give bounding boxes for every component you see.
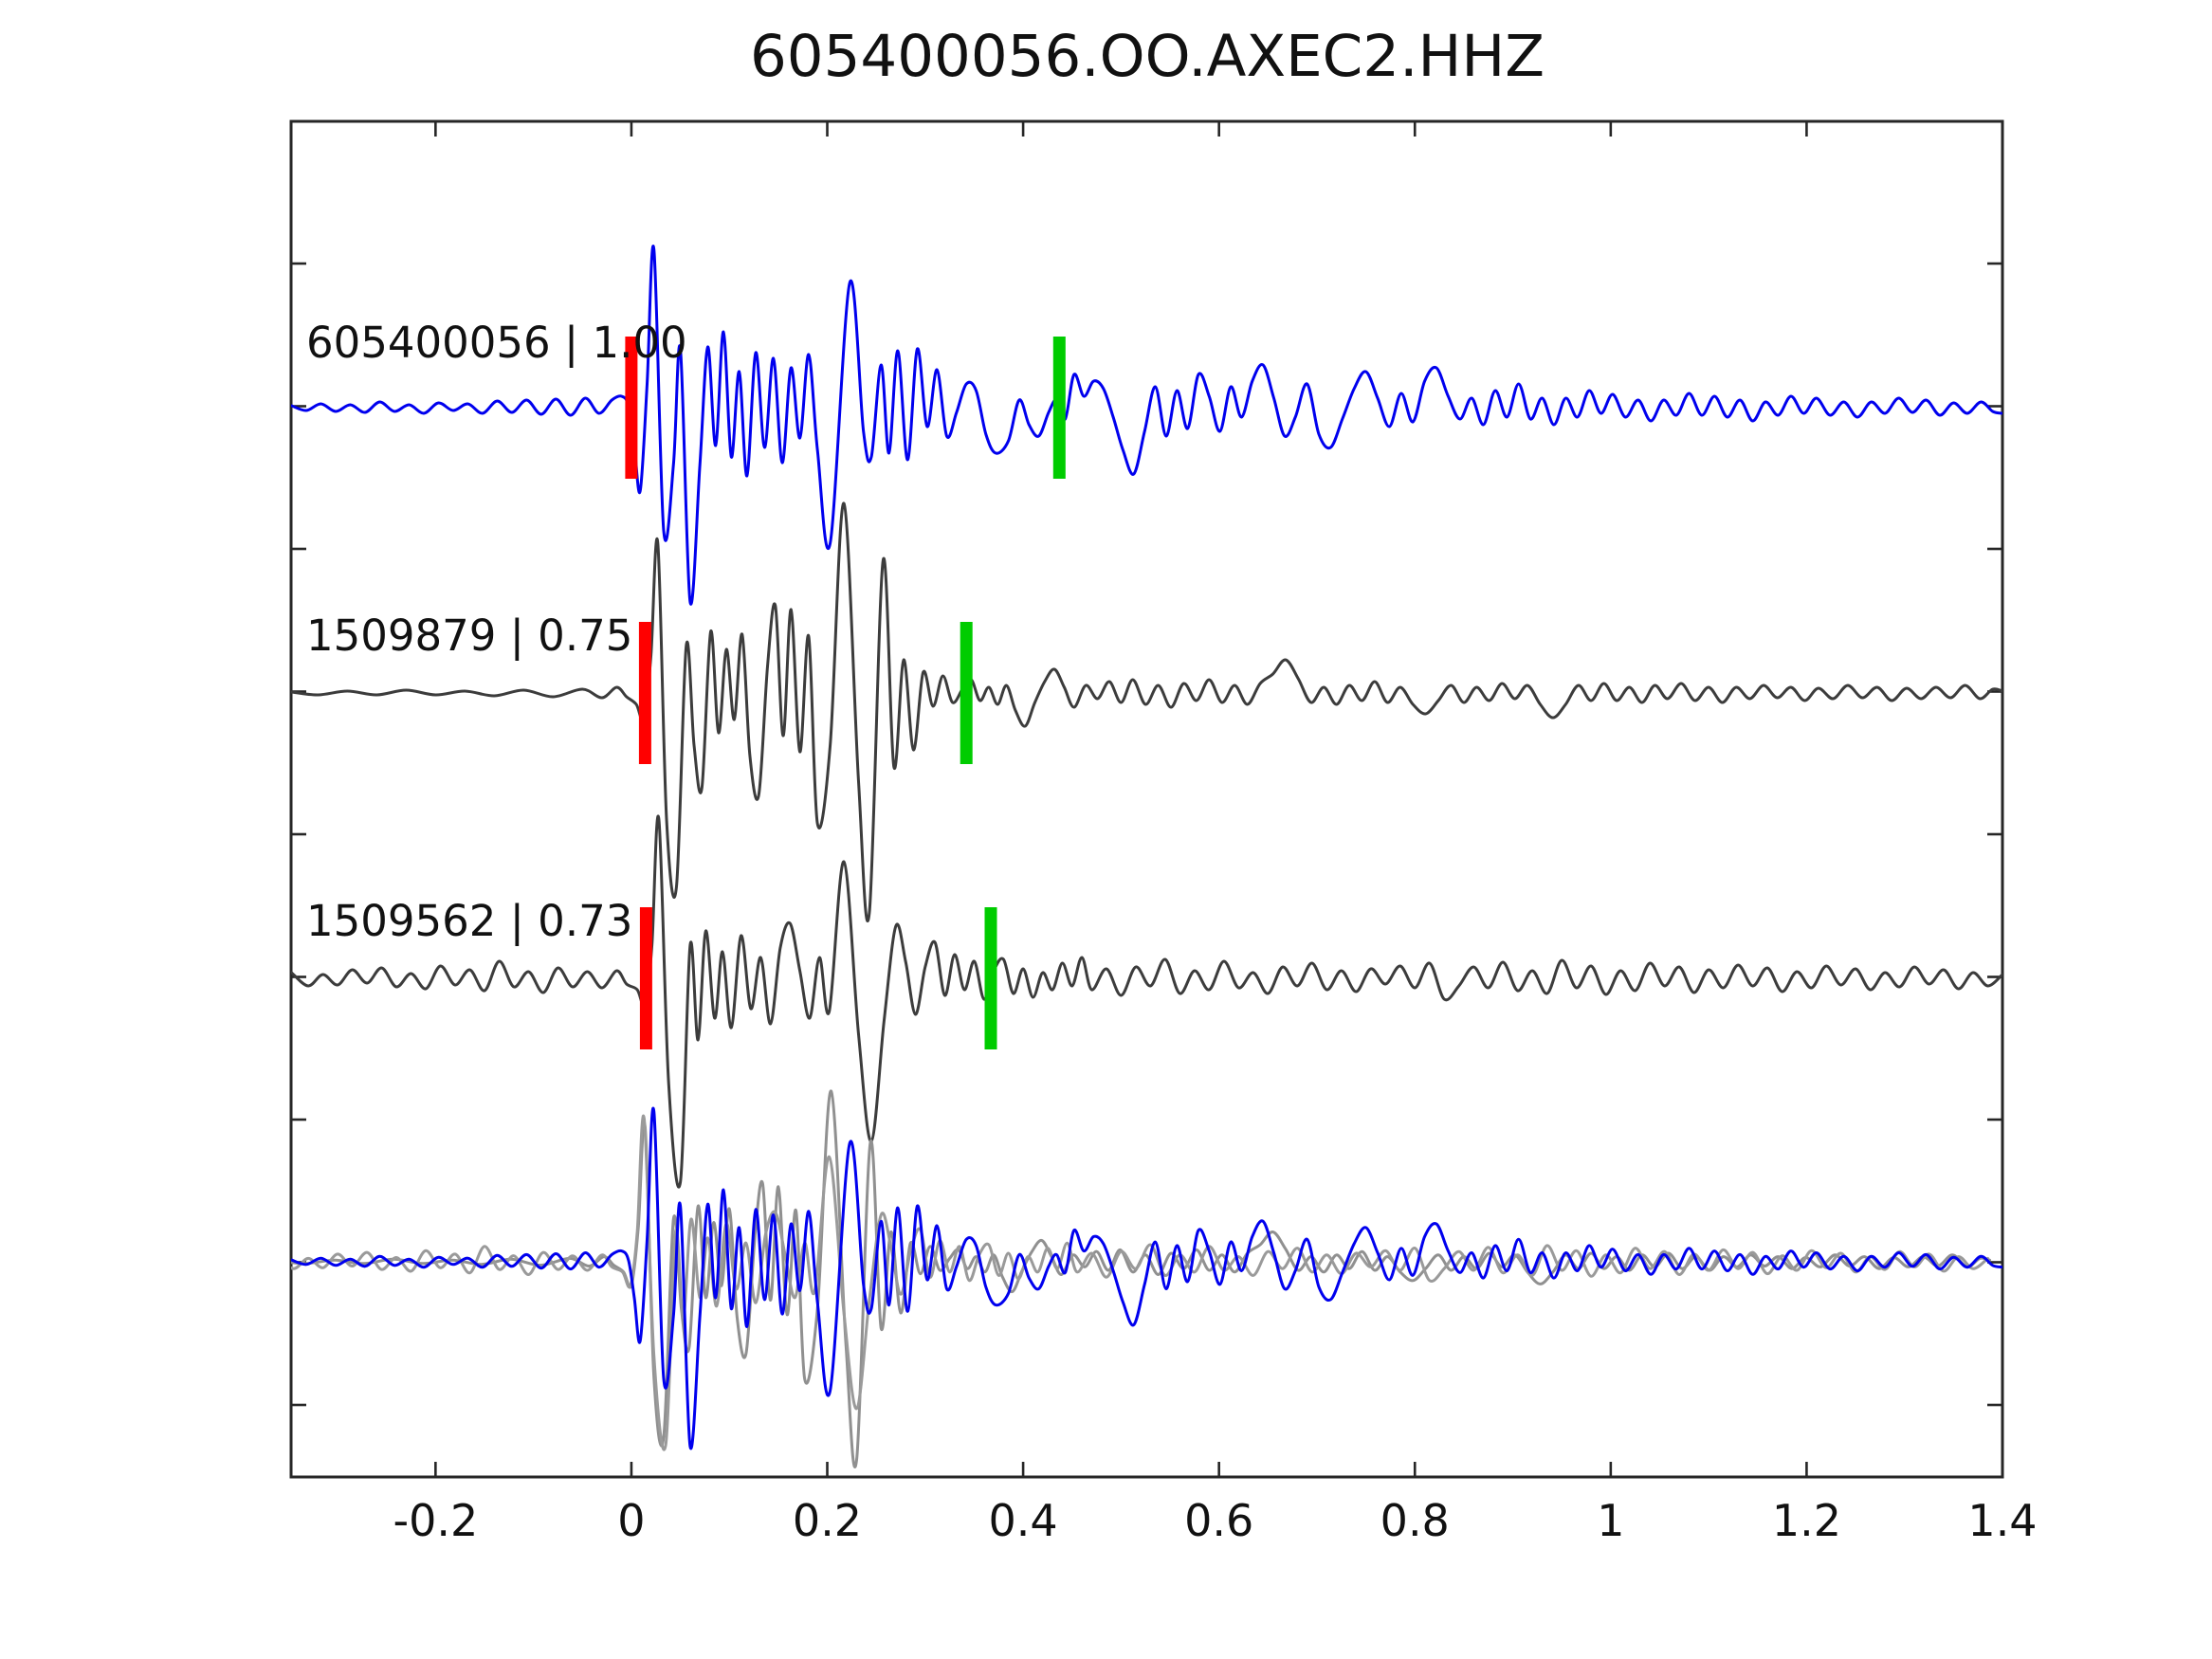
- x-tick-label: 0.8: [1380, 1495, 1450, 1546]
- x-tick-label: 1.4: [1967, 1495, 2037, 1546]
- trace-label-detection-1: 1509879 | 0.75: [306, 611, 632, 661]
- x-tick-label: 0.4: [989, 1495, 1058, 1546]
- x-tick-label: 0.6: [1184, 1495, 1253, 1546]
- trace-label-detection-2: 1509562 | 0.73: [306, 896, 632, 946]
- trace-overlay-line-2: [291, 1106, 2002, 1450]
- traces-layer: [291, 245, 2002, 1468]
- x-tick-label: -0.2: [393, 1495, 478, 1546]
- x-tick-label: 1.2: [1772, 1495, 1841, 1546]
- x-tick-label: 0.2: [793, 1495, 862, 1546]
- x-tick-label: 1: [1597, 1495, 1624, 1546]
- template-pick-detection-2: [639, 907, 652, 1049]
- trace-template-line: [291, 245, 2002, 606]
- trace-overlay-line-0: [291, 1089, 1992, 1468]
- picks-layer: [625, 337, 1066, 1049]
- trace-detection-2-line: [291, 814, 2002, 1189]
- axes-layer: -0.2 0 0.2 0.4 0.6 0.8 1 1.2 1.4: [289, 119, 2038, 1546]
- template-pick-template: [625, 337, 638, 479]
- trace-detection-1-line: [291, 501, 2002, 922]
- detection-pick-detection-1: [960, 622, 973, 764]
- detection-pick-template: [1052, 337, 1066, 479]
- trace-overlay-line-1: [291, 1114, 1989, 1451]
- template-pick-detection-1: [638, 622, 651, 764]
- detection-pick-detection-2: [984, 907, 997, 1049]
- figure-title: 605400056.OO.AXEC2.HHZ: [750, 23, 1545, 90]
- trace-label-template: 605400056 | 1.00: [306, 318, 687, 368]
- x-tick-label: 0: [617, 1495, 645, 1546]
- plot-border: [289, 119, 2004, 1479]
